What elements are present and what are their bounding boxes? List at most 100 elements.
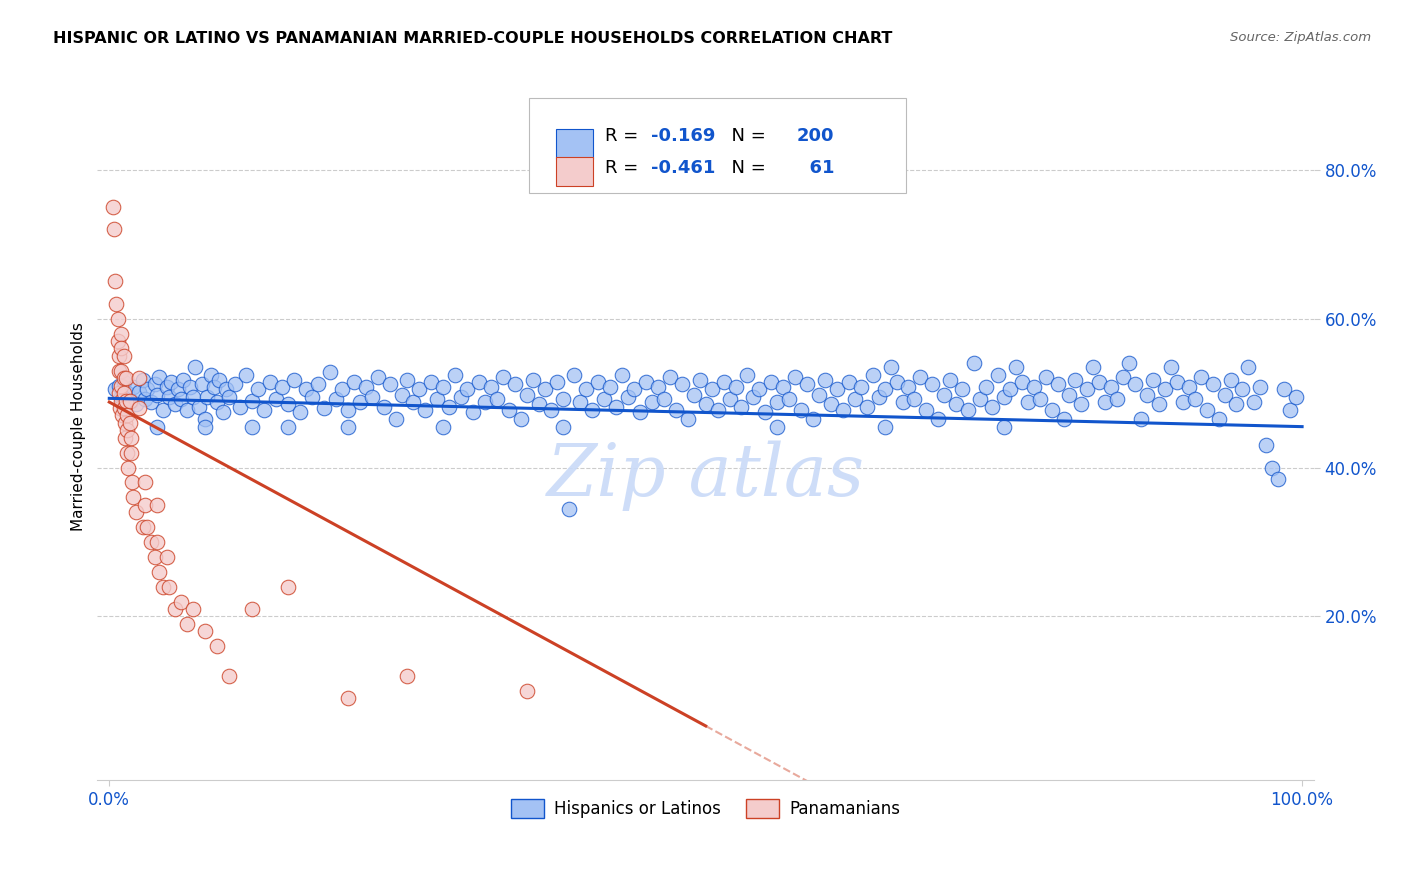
Point — [778, 392, 800, 406]
Point — [700, 383, 723, 397]
Point — [522, 373, 544, 387]
Point — [336, 691, 359, 706]
Point — [903, 392, 925, 406]
Point — [134, 498, 156, 512]
Point — [396, 373, 419, 387]
Point — [1059, 387, 1081, 401]
Point — [1171, 395, 1194, 409]
Point — [432, 380, 454, 394]
Point — [1285, 390, 1308, 404]
Point — [485, 392, 508, 406]
Point — [461, 405, 484, 419]
Point — [1166, 375, 1188, 389]
Point — [647, 380, 669, 394]
Point — [205, 640, 228, 654]
Point — [1272, 383, 1295, 397]
Point — [939, 373, 962, 387]
Point — [181, 602, 204, 616]
Point — [115, 446, 138, 460]
Text: R =: R = — [605, 127, 644, 145]
Point — [503, 377, 526, 392]
Point — [110, 390, 132, 404]
Point — [288, 405, 311, 419]
Point — [1279, 402, 1302, 417]
Point — [868, 390, 890, 404]
Point — [139, 395, 162, 409]
Point — [108, 349, 131, 363]
Point — [108, 364, 131, 378]
Point — [439, 400, 461, 414]
Point — [593, 392, 616, 406]
Point — [981, 400, 1004, 414]
Point — [551, 419, 574, 434]
Point — [105, 297, 128, 311]
Point — [581, 402, 603, 417]
Point — [143, 549, 166, 564]
Point — [224, 377, 246, 392]
Point — [761, 375, 783, 389]
Point — [1189, 369, 1212, 384]
Point — [205, 395, 228, 409]
Point — [373, 400, 395, 414]
Point — [367, 369, 389, 384]
Point — [110, 326, 132, 341]
Point — [831, 402, 853, 417]
Point — [1040, 402, 1063, 417]
Point — [253, 402, 276, 417]
Point — [170, 594, 193, 608]
Point — [1112, 369, 1135, 384]
Point — [516, 387, 538, 401]
Point — [658, 369, 681, 384]
Point — [157, 580, 180, 594]
Point — [242, 602, 264, 616]
Point — [110, 378, 132, 392]
Point — [540, 402, 562, 417]
Point — [569, 395, 592, 409]
Point — [152, 402, 174, 417]
Point — [1267, 472, 1289, 486]
Point — [111, 409, 134, 423]
Point — [682, 387, 704, 401]
Text: N =: N = — [720, 127, 772, 145]
Point — [950, 383, 973, 397]
Point — [264, 392, 287, 406]
Point — [146, 419, 169, 434]
Point — [1123, 377, 1146, 392]
Point — [974, 380, 997, 394]
Point — [742, 390, 765, 404]
Point — [146, 387, 169, 401]
Point — [695, 397, 717, 411]
Point — [330, 383, 353, 397]
Point — [1118, 356, 1140, 370]
Point — [1004, 360, 1026, 375]
Point — [115, 371, 138, 385]
Point — [420, 375, 443, 389]
Point — [432, 419, 454, 434]
Point — [957, 402, 980, 417]
Point — [1136, 387, 1159, 401]
Point — [155, 380, 177, 394]
Point — [163, 602, 186, 616]
Point — [634, 375, 657, 389]
Point — [1070, 397, 1092, 411]
Point — [283, 373, 305, 387]
Point — [295, 383, 318, 397]
Point — [128, 384, 150, 399]
Point — [737, 368, 759, 382]
Point — [277, 419, 299, 434]
Point — [110, 364, 132, 378]
Point — [110, 342, 132, 356]
Point — [115, 386, 138, 401]
Point — [706, 402, 728, 417]
Point — [546, 375, 568, 389]
Point — [844, 392, 866, 406]
Point — [1099, 380, 1122, 394]
Point — [849, 380, 872, 394]
Point — [1011, 375, 1033, 389]
Point — [124, 397, 146, 411]
Point — [134, 475, 156, 490]
Point — [146, 535, 169, 549]
Point — [108, 401, 131, 415]
Point — [1219, 373, 1241, 387]
Point — [873, 383, 896, 397]
